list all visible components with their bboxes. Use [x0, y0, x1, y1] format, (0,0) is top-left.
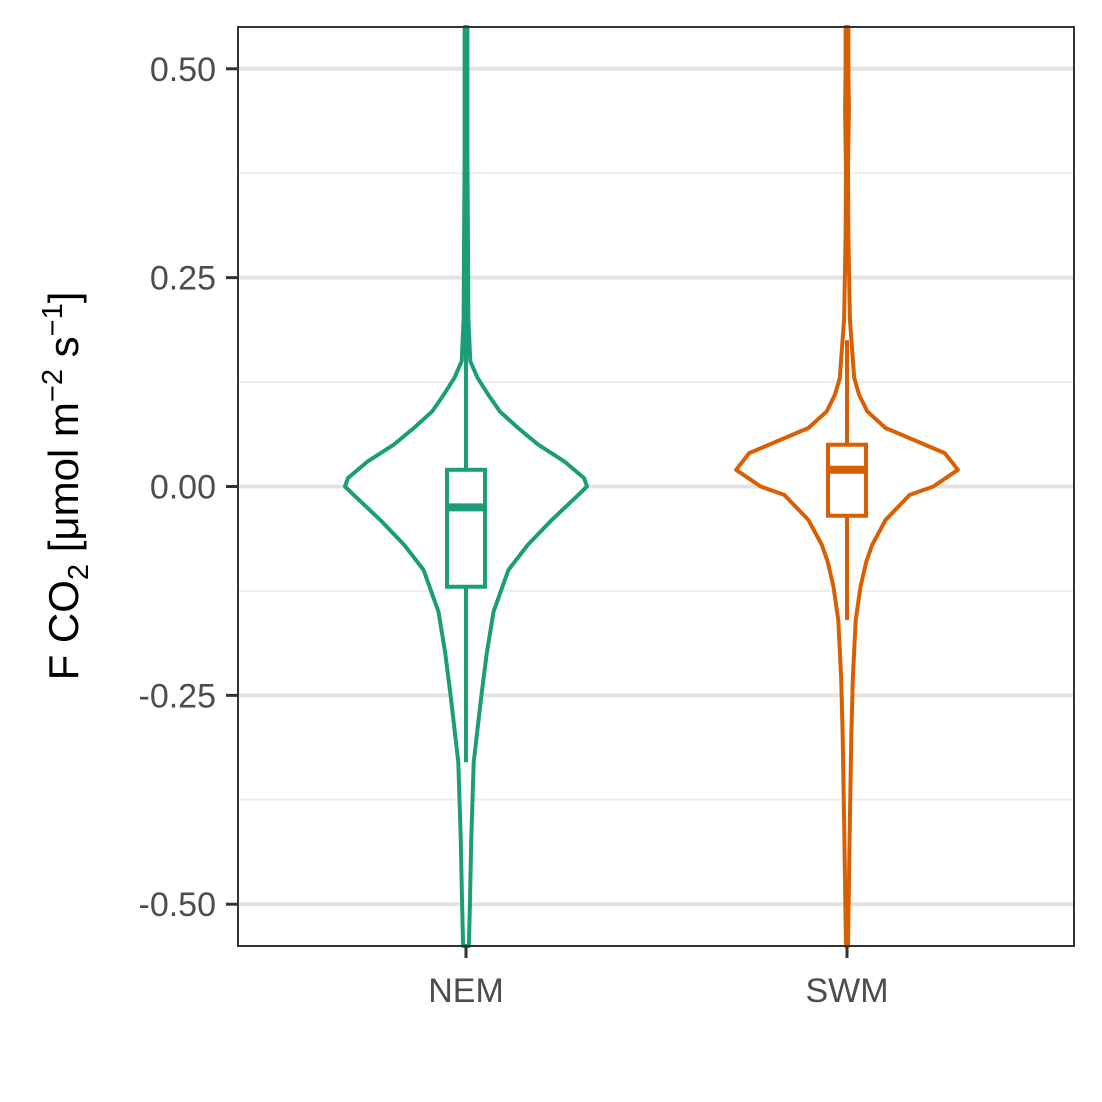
y-tick-label: 0.25	[150, 260, 216, 298]
x-tick-label-swm: SWM	[805, 972, 888, 1010]
y-axis-title: F CO2 [μmol m−2 s−1]	[37, 292, 95, 681]
y-title-superscript-1: −2	[37, 369, 69, 402]
y-title-middle: [μmol m	[40, 402, 87, 564]
x-tick-label-nem: NEM	[428, 972, 504, 1010]
y-tick-label: 0.00	[150, 469, 216, 507]
y-title-suffix: ]	[40, 292, 87, 304]
x-axis: NEM SWM	[428, 946, 889, 1010]
y-tick-label: -0.50	[139, 886, 217, 924]
box-swm	[826, 442, 868, 518]
y-title-superscript-2: −1	[37, 303, 69, 336]
y-title-prefix: F CO	[40, 580, 87, 680]
y-axis: -0.50 -0.25 0.00 0.25 0.50	[139, 51, 238, 924]
y-tick-label: 0.50	[150, 51, 216, 89]
y-tick-label: -0.25	[139, 677, 217, 715]
y-title-subscript: 2	[63, 564, 95, 580]
y-title-s: s	[40, 336, 87, 369]
boxplots	[445, 27, 868, 763]
box-nem	[445, 467, 487, 589]
